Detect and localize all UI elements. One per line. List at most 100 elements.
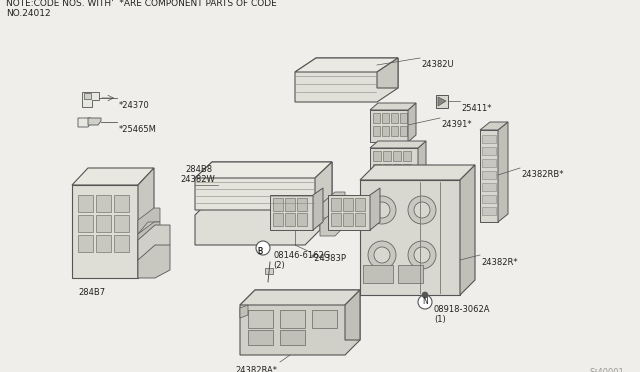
Polygon shape (138, 208, 160, 234)
Circle shape (368, 241, 396, 269)
Bar (96, 215, 111, 232)
Bar (482, 135, 496, 143)
Text: 24382RB*: 24382RB* (521, 170, 563, 179)
Bar (78, 215, 93, 232)
Text: N: N (422, 298, 428, 307)
Bar (398, 265, 423, 283)
Text: 08918-3062A: 08918-3062A (434, 305, 490, 314)
Bar (400, 113, 407, 123)
Polygon shape (315, 162, 332, 210)
Bar (400, 126, 407, 136)
Text: S²40001: S²40001 (590, 368, 625, 372)
Polygon shape (270, 195, 313, 230)
Circle shape (374, 247, 390, 263)
Polygon shape (418, 141, 426, 178)
Polygon shape (195, 200, 320, 245)
Polygon shape (370, 188, 380, 230)
Text: (1): (1) (434, 315, 445, 324)
Text: NO.24012: NO.24012 (6, 9, 51, 18)
Polygon shape (88, 118, 101, 125)
Bar (373, 113, 380, 123)
Polygon shape (498, 122, 508, 222)
Polygon shape (313, 188, 323, 230)
Bar (482, 147, 496, 155)
Text: 24382U: 24382U (421, 60, 454, 69)
Bar (297, 213, 307, 226)
Bar (343, 213, 353, 226)
Bar (96, 195, 111, 212)
Bar (393, 151, 401, 161)
Circle shape (374, 202, 390, 218)
Text: *25465M: *25465M (119, 125, 157, 134)
Polygon shape (295, 58, 398, 102)
Circle shape (414, 247, 430, 263)
Bar (285, 198, 295, 211)
Bar (297, 198, 307, 211)
Bar (285, 213, 295, 226)
Polygon shape (240, 290, 360, 305)
Text: (2): (2) (273, 261, 285, 270)
Bar (96, 235, 111, 252)
Circle shape (408, 196, 436, 224)
Text: 24391*: 24391* (441, 120, 472, 129)
Polygon shape (72, 168, 154, 185)
Text: *24370: *24370 (119, 101, 150, 110)
Circle shape (422, 292, 428, 298)
Bar (482, 159, 496, 167)
Polygon shape (320, 192, 345, 218)
Polygon shape (377, 58, 398, 88)
Polygon shape (480, 122, 508, 130)
Polygon shape (480, 130, 498, 222)
Polygon shape (320, 210, 345, 236)
Bar (382, 126, 389, 136)
Bar (393, 164, 401, 174)
Bar (114, 215, 129, 232)
Bar (482, 207, 496, 215)
Polygon shape (370, 148, 418, 178)
Polygon shape (72, 185, 138, 278)
Polygon shape (295, 58, 398, 72)
Text: 24382RA*: 24382RA* (235, 366, 277, 372)
Bar (382, 113, 389, 123)
Polygon shape (360, 165, 475, 180)
Polygon shape (138, 168, 154, 278)
Polygon shape (408, 103, 416, 142)
Text: 24382R*: 24382R* (481, 258, 518, 267)
Polygon shape (138, 222, 160, 248)
Bar (343, 198, 353, 211)
Polygon shape (328, 195, 370, 230)
Bar (78, 195, 93, 212)
Polygon shape (370, 141, 426, 148)
Bar (373, 151, 381, 161)
Polygon shape (240, 305, 248, 318)
Bar (331, 198, 341, 211)
Bar (383, 164, 391, 174)
Bar (482, 183, 496, 191)
Text: B: B (257, 247, 262, 256)
Bar (248, 330, 273, 345)
Polygon shape (138, 250, 160, 276)
Bar (403, 151, 411, 161)
Polygon shape (370, 110, 408, 142)
Bar (265, 268, 273, 274)
Text: 24382W: 24382W (180, 175, 215, 184)
Polygon shape (360, 180, 460, 295)
Bar (363, 265, 393, 283)
Polygon shape (460, 165, 475, 295)
Polygon shape (78, 118, 91, 127)
Bar (312, 310, 337, 328)
Polygon shape (195, 162, 332, 210)
Polygon shape (240, 290, 360, 355)
Text: NOTE:CODE NOS. WITH'  *ARE COMPONENT PARTS OF CODE: NOTE:CODE NOS. WITH' *ARE COMPONENT PART… (6, 0, 276, 8)
Polygon shape (370, 103, 416, 110)
Bar (248, 310, 273, 328)
Text: 08146-6162G: 08146-6162G (273, 251, 330, 260)
Bar (84, 93, 91, 99)
Circle shape (256, 241, 270, 255)
Bar (355, 198, 365, 211)
Polygon shape (438, 97, 446, 106)
Bar (78, 235, 93, 252)
Bar (482, 171, 496, 179)
Circle shape (418, 295, 432, 309)
Polygon shape (195, 162, 332, 178)
